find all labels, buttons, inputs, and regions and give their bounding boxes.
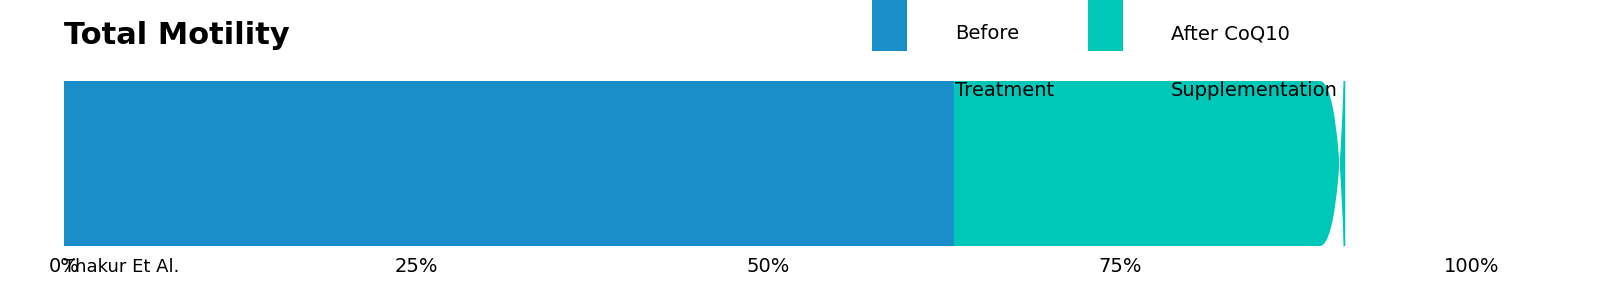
Text: Total Motility: Total Motility — [64, 21, 290, 50]
Text: Supplementation: Supplementation — [1171, 81, 1338, 100]
FancyBboxPatch shape — [64, 81, 979, 246]
FancyBboxPatch shape — [954, 81, 992, 246]
Text: After CoQ10: After CoQ10 — [1171, 24, 1290, 43]
FancyBboxPatch shape — [954, 0, 1346, 300]
Text: Treatment: Treatment — [955, 81, 1054, 100]
Text: Thakur Et Al.: Thakur Et Al. — [64, 258, 179, 276]
Text: Before: Before — [955, 24, 1019, 43]
